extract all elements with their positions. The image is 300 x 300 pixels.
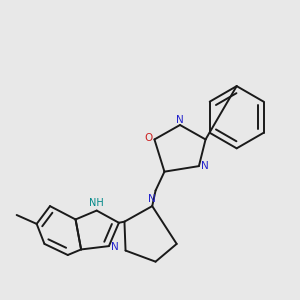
Text: NH: NH	[89, 198, 104, 208]
Text: N: N	[111, 242, 119, 252]
Text: N: N	[176, 115, 184, 125]
Text: N: N	[201, 161, 209, 171]
Text: O: O	[144, 134, 153, 143]
Text: N: N	[148, 194, 156, 204]
